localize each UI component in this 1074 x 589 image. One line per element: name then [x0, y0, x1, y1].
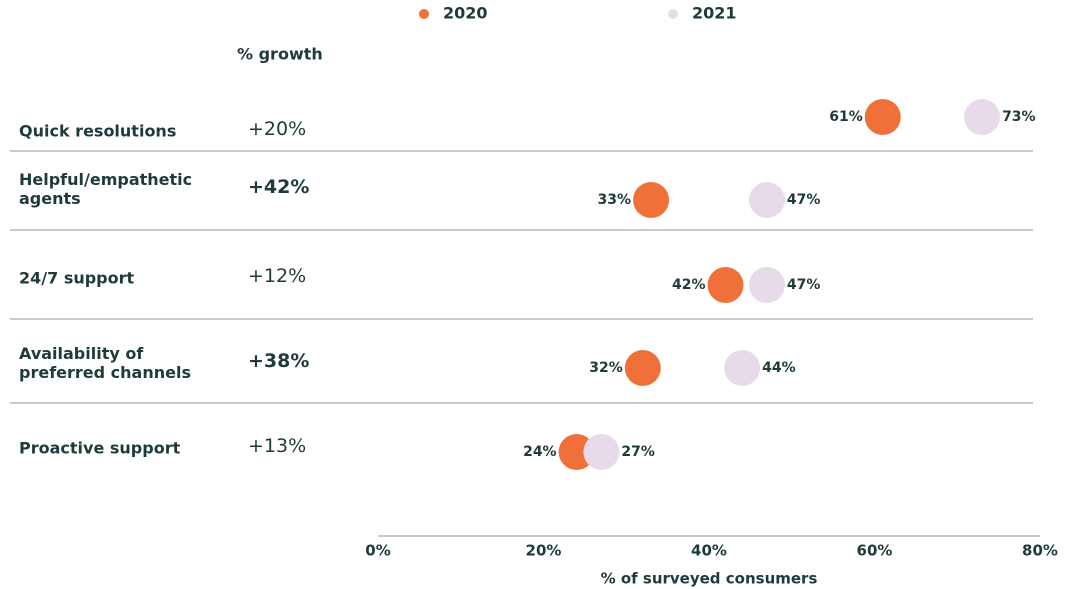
dot: [724, 350, 761, 386]
growth-label: +42%: [248, 176, 310, 198]
dot: [864, 99, 901, 135]
legend-marker: [668, 9, 678, 19]
growth-label: +13%: [248, 435, 307, 457]
category-label: Availability of preferred channels: [19, 344, 191, 382]
data-label: 61%: [829, 109, 863, 125]
growth-label: +38%: [248, 350, 310, 372]
dot: [748, 267, 785, 303]
dot: [633, 182, 670, 218]
dot: [558, 434, 595, 470]
category-label: Proactive support: [19, 438, 181, 458]
data-label: 27%: [621, 444, 655, 460]
x-tick-label: 60%: [857, 542, 893, 560]
dot: [707, 267, 744, 303]
data-label: 47%: [787, 277, 821, 293]
legend-label: 2020: [443, 4, 488, 23]
growth-header: % growth: [237, 45, 323, 64]
category-label: Helpful/empathetic agents: [19, 170, 193, 208]
data-label: 33%: [598, 192, 632, 208]
data-label: 42%: [672, 277, 706, 293]
legend-marker: [419, 9, 429, 19]
data-label: 47%: [787, 192, 821, 208]
legend-label: 2021: [692, 4, 737, 23]
x-tick-label: 20%: [526, 542, 562, 560]
category-label: 24/7 support: [19, 268, 135, 288]
x-tick-label: 0%: [365, 542, 390, 560]
data-label: 24%: [523, 444, 557, 460]
dot: [624, 350, 661, 386]
growth-label: +20%: [248, 118, 307, 140]
x-axis-label: % of surveyed consumers: [601, 570, 818, 588]
data-label: 73%: [1002, 109, 1036, 125]
data-label: 44%: [762, 360, 796, 376]
x-tick-label: 80%: [1022, 542, 1058, 560]
growth-label: +12%: [248, 265, 307, 287]
data-label: 32%: [589, 360, 623, 376]
dot: [964, 99, 1001, 135]
dot: [748, 182, 785, 218]
category-label: Quick resolutions: [19, 121, 177, 141]
x-tick-label: 40%: [691, 542, 727, 560]
dot: [583, 434, 620, 470]
